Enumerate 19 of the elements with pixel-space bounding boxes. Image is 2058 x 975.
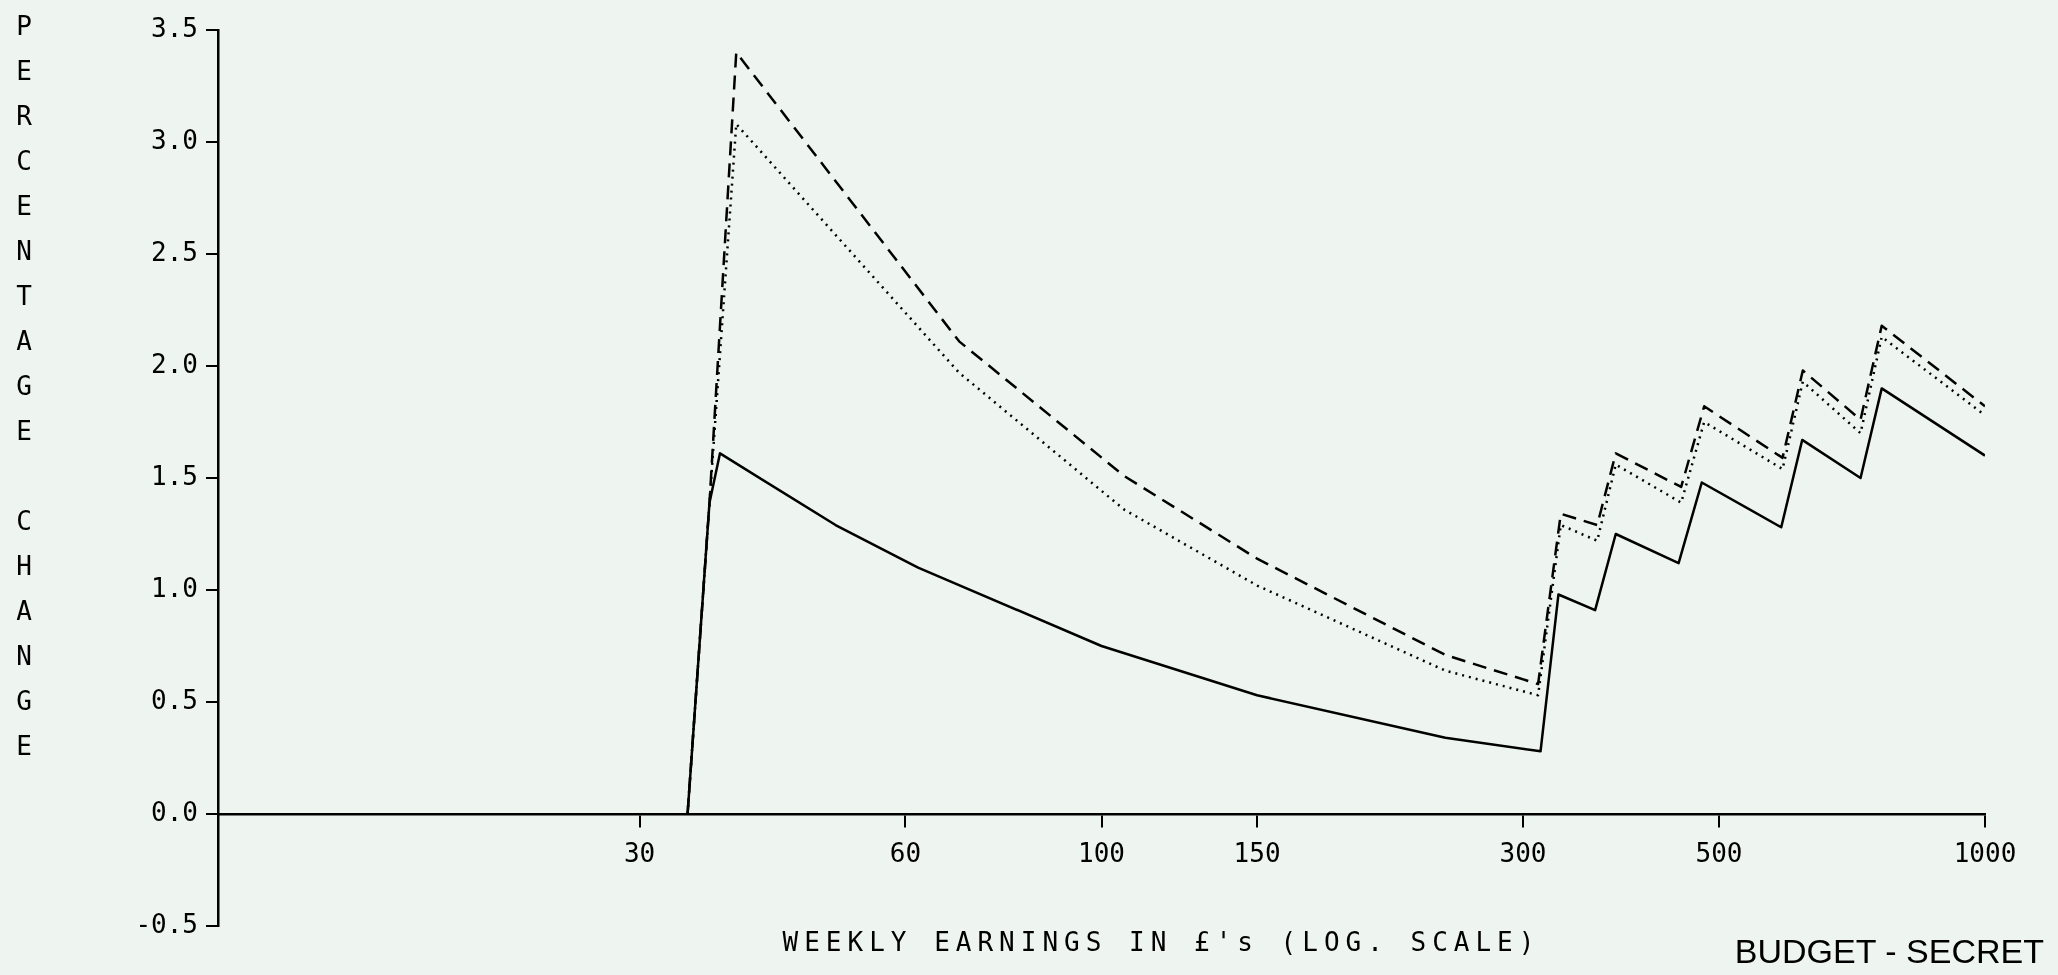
x-tick-label: 100: [1078, 838, 1125, 869]
y-tick-label: 3.0: [151, 124, 198, 155]
x-axis-title: WEEKLY EARNINGS IN £'s (LOG. SCALE): [782, 926, 1541, 957]
text: BUDGET - SECRET: [1734, 932, 2044, 971]
x-tick-label: 500: [1695, 838, 1743, 869]
y-tick-label: -0.5: [135, 908, 198, 939]
y-tick-label: 3.5: [151, 12, 198, 43]
y-tick-label: 2.0: [151, 348, 198, 379]
x-tick-label: 150: [1233, 838, 1281, 869]
y-tick-label: 1.0: [151, 572, 198, 603]
x-tick-label: 300: [1499, 838, 1547, 869]
x-tick-label: 60: [889, 838, 922, 869]
text: PERCENTAGE CHANGE: [16, 10, 32, 761]
y-tick-label: 0.0: [151, 796, 198, 827]
y-tick-label: 1.5: [151, 460, 198, 491]
y-tick-label: 2.5: [151, 236, 198, 267]
x-tick-label: 30: [623, 838, 656, 869]
x-tick-label: 1000: [1953, 838, 2017, 869]
y-tick-label: 0.5: [151, 684, 198, 715]
